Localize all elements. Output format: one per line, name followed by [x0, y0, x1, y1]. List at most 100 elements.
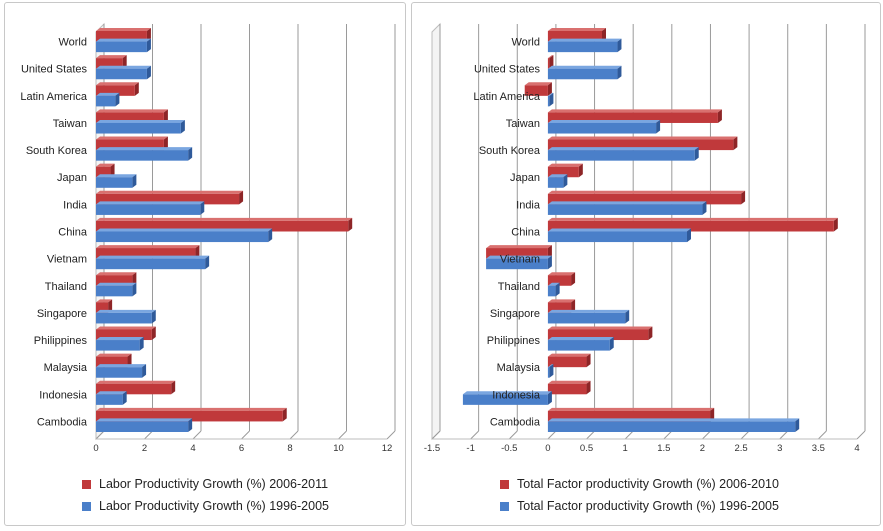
bar-top-face — [547, 201, 707, 205]
bar-top-face — [547, 65, 622, 69]
bar-end-face — [151, 309, 156, 324]
bar-end-face — [122, 55, 127, 69]
bar-series-1 — [547, 193, 742, 205]
bar-series-1 — [547, 356, 587, 368]
bar-top-face — [96, 109, 168, 113]
bar-series-2 — [547, 340, 610, 351]
legend-swatch-blue — [500, 501, 509, 511]
bar-top-face — [547, 38, 622, 42]
gridline-floor — [856, 430, 866, 440]
category-label: India — [516, 199, 541, 211]
bar-top-face — [486, 255, 552, 259]
gridline-floor — [624, 430, 634, 440]
category-label: Philippines — [34, 335, 88, 347]
bar-end-face — [163, 109, 168, 123]
bar-series-1 — [547, 383, 587, 395]
category-label: Indonesia — [39, 389, 88, 401]
bar-top-face — [96, 245, 200, 249]
bar-end-face — [549, 364, 554, 378]
legend-swatch-red — [500, 479, 509, 489]
bar-series-2 — [96, 340, 140, 351]
x-tick-label: 0.5 — [580, 443, 593, 454]
bar-end-face — [656, 119, 661, 134]
category-label: China — [58, 227, 88, 239]
bar-series-1 — [547, 275, 572, 286]
bar-end-face — [733, 136, 738, 151]
bar-series-1 — [96, 31, 147, 42]
legend-item-blue: Labor Productivity Growth (%) 1996-2005 — [82, 495, 329, 517]
bar-series-2 — [547, 122, 657, 134]
bar-series-2 — [462, 394, 548, 405]
bar-top-face — [547, 326, 653, 330]
bar-end-face — [549, 55, 554, 69]
bar-top-face — [547, 147, 699, 151]
bar-top-face — [96, 309, 156, 313]
bar-top-face — [547, 299, 576, 303]
bar-top-face — [547, 92, 554, 96]
bar-series-1 — [547, 220, 834, 232]
bar-series-1 — [96, 139, 164, 151]
gridline-floor — [740, 430, 750, 440]
gridline-floor — [144, 430, 153, 440]
category-label: India — [63, 199, 88, 211]
bar-series-1 — [547, 410, 711, 422]
bar-end-face — [741, 190, 746, 205]
bar-end-face — [702, 201, 707, 215]
bar-top-face — [96, 380, 176, 384]
bar-end-face — [795, 418, 800, 432]
bar-series-2 — [96, 421, 189, 432]
category-label: Latin America — [473, 91, 541, 103]
category-label: China — [511, 227, 541, 239]
category-label: Vietnam — [500, 254, 540, 266]
bar-series-2 — [547, 421, 796, 432]
gridline-floor — [663, 430, 673, 440]
bar-end-face — [205, 255, 210, 270]
bar-end-face — [282, 407, 287, 422]
category-label: Latin America — [20, 91, 88, 103]
bar-top-face — [547, 217, 838, 221]
bar-series-1 — [96, 356, 128, 368]
bar-end-face — [549, 92, 554, 107]
category-label: Singapore — [37, 308, 87, 320]
bar-top-face — [96, 353, 132, 357]
bar-series-2 — [547, 95, 550, 107]
bar-end-face — [108, 299, 113, 313]
legend-item-red: Total Factor productivity Growth (%) 200… — [500, 473, 779, 495]
bar-end-face — [122, 391, 127, 405]
category-label: United States — [474, 64, 541, 76]
bar-top-face — [547, 163, 583, 167]
bar-series-2 — [96, 41, 147, 53]
bar-end-face — [571, 299, 576, 313]
x-tick-label: 12 — [382, 443, 393, 454]
bar-top-face — [96, 272, 137, 276]
chart-side-wall — [431, 22, 441, 441]
bar-series-2 — [96, 204, 201, 215]
gridline-floor — [818, 430, 827, 440]
bar-end-face — [710, 407, 715, 422]
bar-series-1 — [96, 383, 172, 395]
bar-top-face — [96, 174, 137, 178]
bar-series-2 — [96, 150, 189, 161]
bar-series-2 — [547, 68, 618, 80]
bar-top-face — [96, 391, 127, 395]
bar-series-2 — [96, 95, 116, 107]
bar-top-face — [96, 28, 151, 31]
bar-series-1 — [547, 112, 718, 123]
gridline-floor — [547, 430, 557, 440]
bar-end-face — [563, 174, 568, 188]
gridline-floor — [431, 430, 441, 440]
legend-item-blue: Total Factor productivity Growth (%) 199… — [500, 495, 779, 517]
bar-series-2 — [96, 312, 152, 324]
bar-series-2 — [96, 122, 181, 134]
bar-end-face — [348, 217, 353, 232]
bar-top-face — [462, 391, 552, 395]
x-tick-label: 6 — [239, 443, 244, 454]
gridline-floor — [95, 430, 105, 440]
bar-top-face — [547, 309, 630, 313]
category-label: South Korea — [479, 145, 541, 157]
bar-series-1 — [547, 31, 602, 42]
bar-top-face — [96, 38, 151, 42]
bar-series-1 — [96, 220, 349, 232]
gridline-floor — [386, 430, 396, 440]
